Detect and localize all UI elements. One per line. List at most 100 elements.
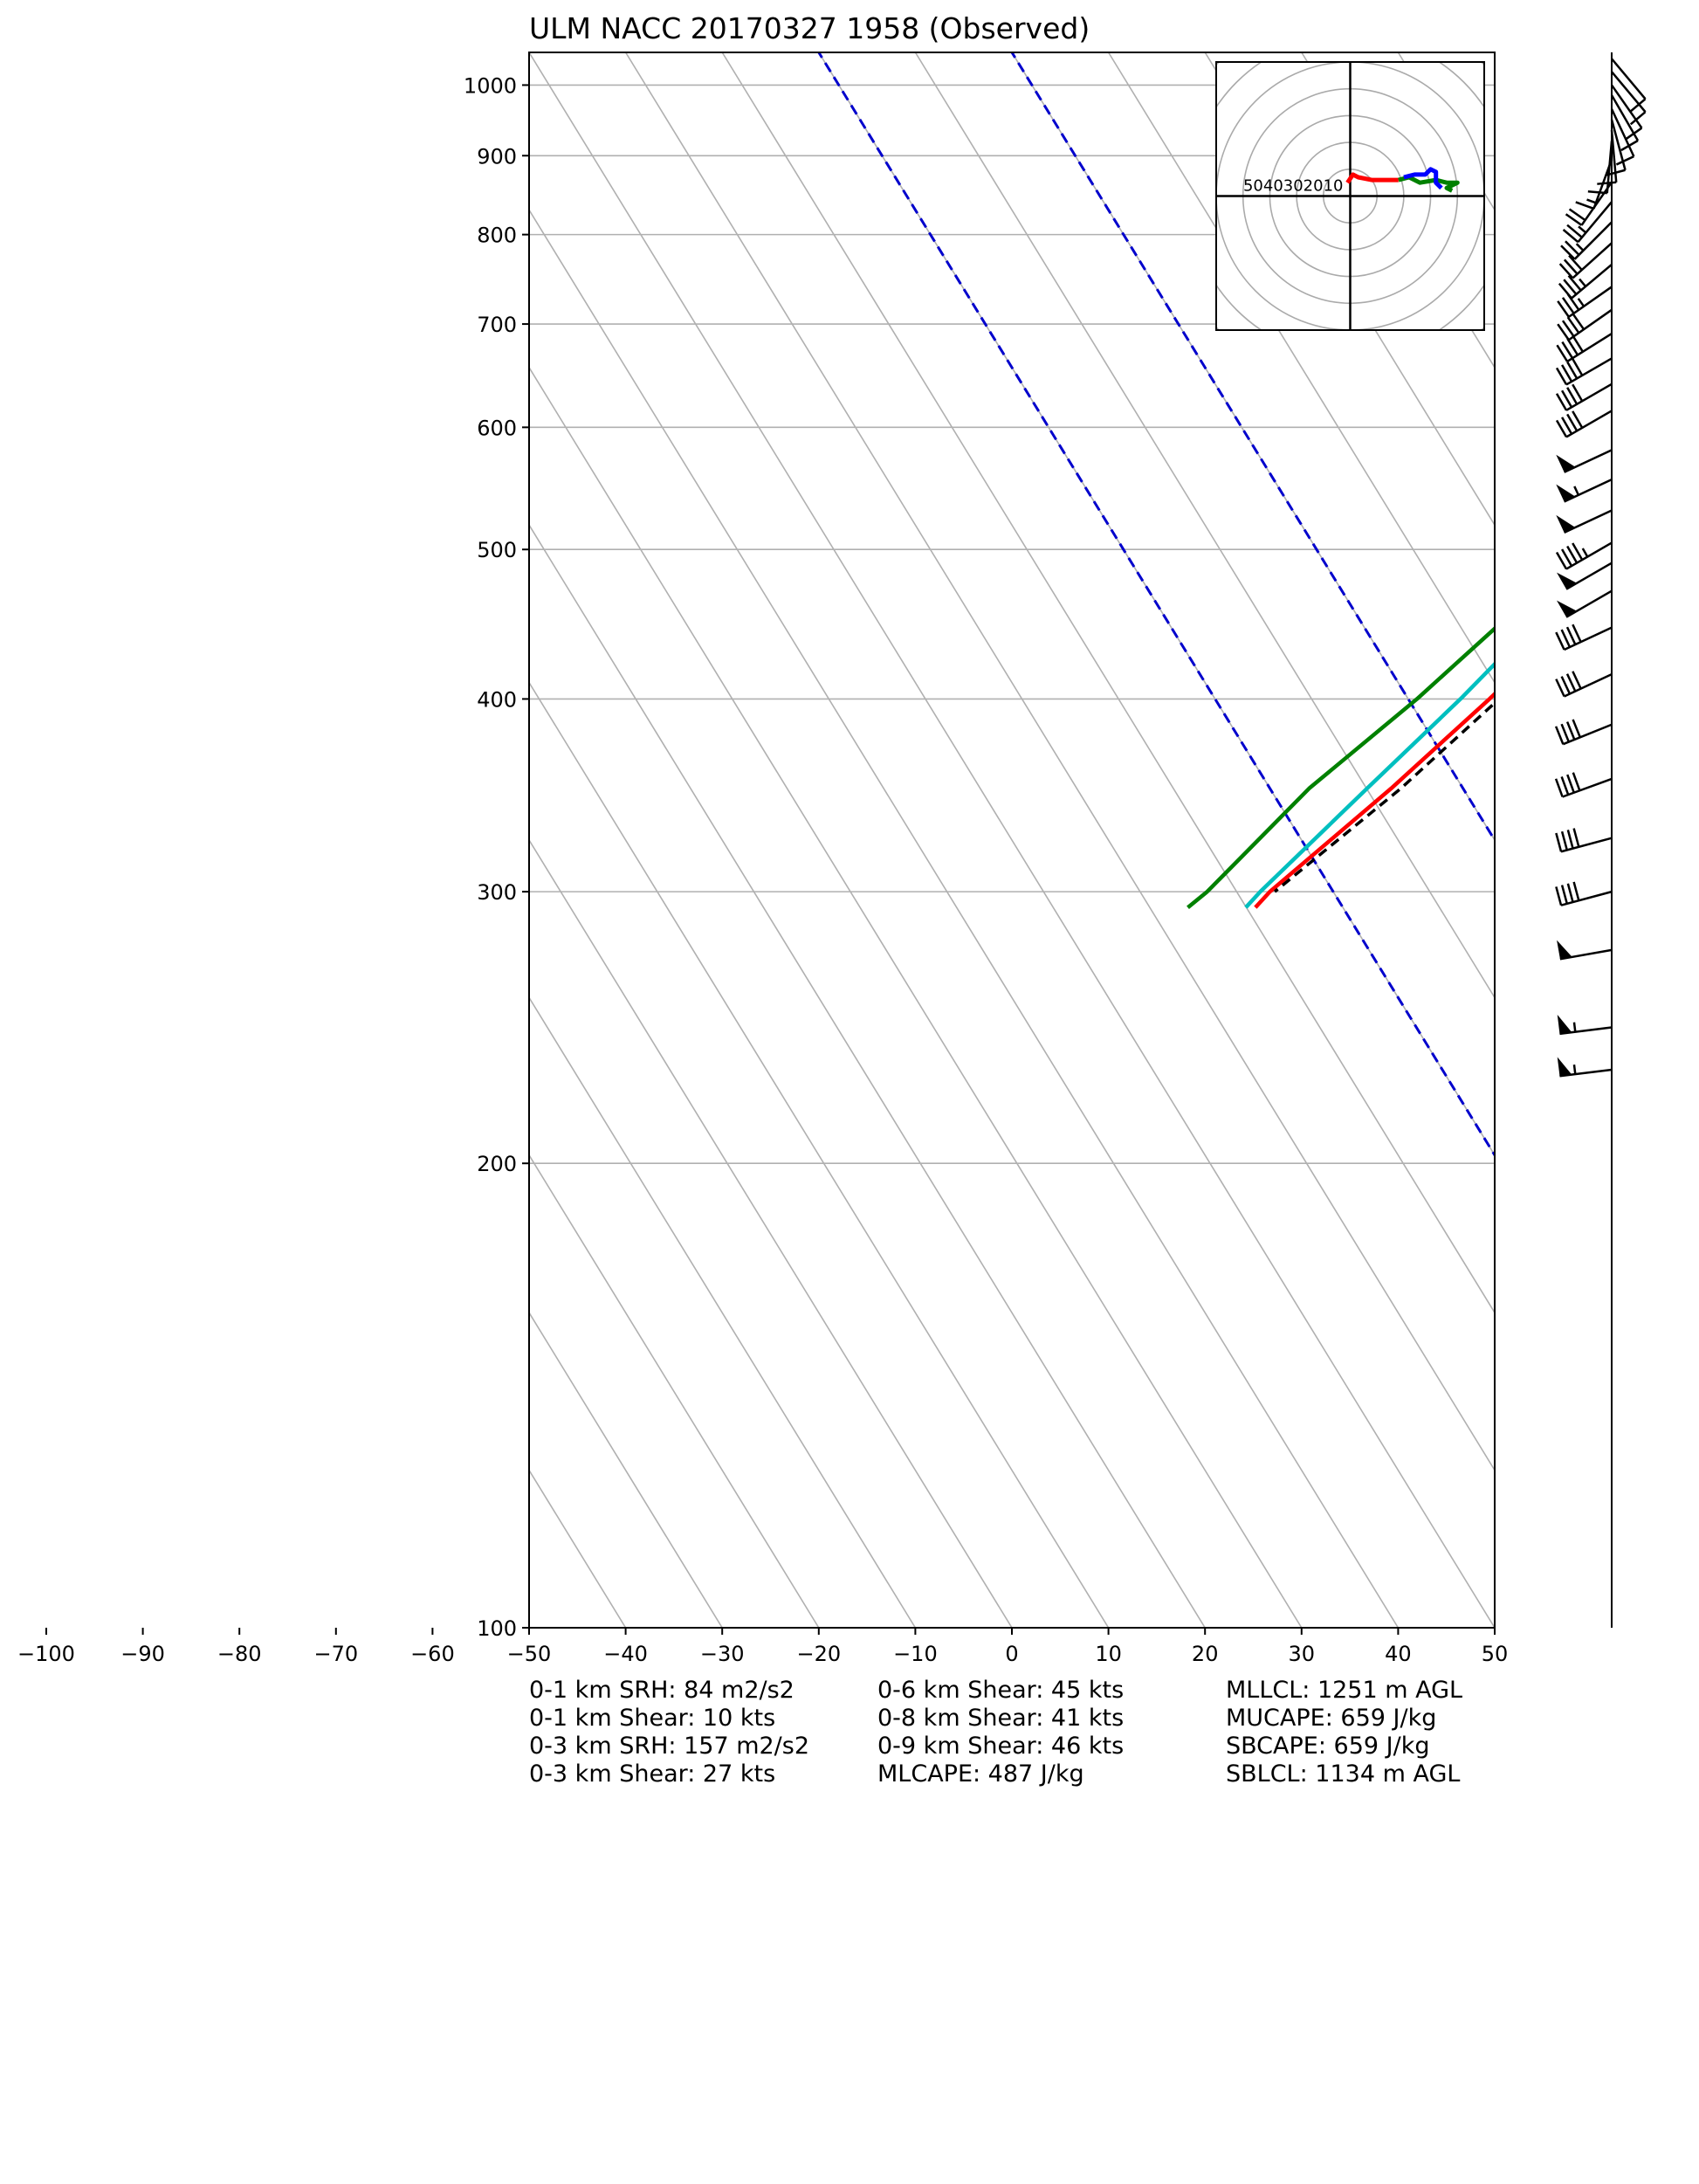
profile-line-1 [1244, 661, 1495, 909]
wind-barb [1558, 263, 1613, 300]
stats-column-3: MLLCL: 1251 m AGL MUCAPE: 659 J/kg SBCAP… [1226, 1677, 1462, 1788]
barb-half-flag [1572, 1064, 1577, 1075]
x-tick-label: 0 [1005, 1642, 1018, 1666]
barb-flag [1572, 313, 1586, 330]
barb-shaft [1611, 58, 1647, 100]
wind-barb [1555, 357, 1613, 386]
barb-half-flag [1575, 243, 1585, 251]
barb-half-flag [1578, 225, 1587, 234]
barb-half-flag [1579, 278, 1587, 287]
y-tick-label: 600 [477, 416, 517, 440]
x-tick-label: −60 [410, 1642, 455, 1666]
barb-shaft [1565, 357, 1613, 386]
barb-flag [1606, 169, 1626, 176]
barb-flag [1566, 316, 1580, 334]
barb-flag [1563, 279, 1578, 295]
barb-flag [1560, 245, 1576, 260]
barb-half-flag [1572, 1022, 1577, 1032]
barb-flag [1557, 323, 1570, 341]
wind-barb [1557, 1057, 1613, 1078]
isotherm-line [529, 52, 1495, 1628]
wind-barb [1555, 828, 1613, 853]
barb-shaft [1564, 673, 1613, 698]
barb-shaft [1610, 84, 1643, 129]
isotherm-line [0, 52, 432, 1628]
barb-flag [1555, 393, 1568, 411]
hodograph-inset: 5040302010 [1215, 61, 1485, 331]
stat-line: SBCAPE: 659 J/kg [1226, 1733, 1430, 1760]
isotherm-line [721, 52, 1495, 1314]
wind-barb [1556, 333, 1613, 362]
wind-barb [1557, 1014, 1613, 1036]
isotherm-line [529, 1469, 627, 1628]
stat-line: 0-1 km SRH: 84 m2/s2 [529, 1677, 794, 1704]
wind-barb [1557, 940, 1613, 961]
wind-barb [1556, 449, 1613, 473]
barb-flag [1572, 828, 1580, 848]
barb-flag [1560, 776, 1570, 796]
stat-line: SBLCL: 1134 m AGL [1226, 1760, 1461, 1788]
barb-shaft [1611, 71, 1647, 114]
isotherm-line [529, 1311, 723, 1628]
barb-flag [1555, 832, 1563, 852]
barb-flag [1558, 263, 1574, 279]
barb-flag [1556, 344, 1569, 362]
barb-shaft [1577, 201, 1613, 243]
barb-flag [1561, 341, 1574, 359]
barb-shaft [1568, 286, 1613, 318]
plot-inner [0, 52, 1495, 1628]
wind-barb [1554, 772, 1613, 798]
barb-shaft [1565, 541, 1613, 570]
barb-flag [1572, 383, 1584, 402]
barb-shaft [1565, 410, 1613, 438]
x-tick-label: −30 [700, 1642, 745, 1666]
barb-flag [1557, 300, 1570, 318]
barb-flag [1555, 419, 1568, 438]
wind-barb [1555, 382, 1613, 411]
barb-shaft [1572, 242, 1613, 279]
barb-flag [1561, 297, 1575, 314]
x-tick-label: 10 [1095, 1642, 1122, 1666]
stat-line: 0-3 km SRH: 157 m2/s2 [529, 1733, 810, 1760]
barb-flag [1625, 127, 1643, 141]
wind-barb [1556, 479, 1613, 503]
y-tick-label: 800 [477, 224, 517, 248]
barb-pennant [1557, 1057, 1572, 1077]
barb-flag [1575, 201, 1594, 210]
wind-barb [1555, 410, 1613, 438]
wind-barb [1555, 671, 1613, 698]
barb-shaft [1606, 141, 1613, 194]
barb-flag [1566, 830, 1574, 849]
wind-barb [1565, 181, 1613, 226]
wind-barb [1611, 71, 1647, 126]
barb-flag [1555, 886, 1563, 906]
barb-flag [1555, 367, 1568, 386]
x-tick-label: −70 [313, 1642, 358, 1666]
y-tick-label: 700 [477, 313, 517, 337]
barb-flag [1563, 258, 1579, 275]
barb-flag [1554, 778, 1564, 797]
barb-flag [1565, 213, 1583, 226]
barb-flag [1572, 671, 1582, 690]
y-tick-label: 400 [477, 687, 517, 712]
isotherm-line [914, 52, 1495, 999]
barb-shaft [1562, 723, 1613, 746]
barb-flag [1568, 208, 1586, 222]
y-tick-label: 1000 [464, 73, 517, 98]
barb-pennant [1556, 514, 1576, 533]
isotherm-line [624, 52, 1495, 1472]
barb-half-flag [1581, 548, 1589, 558]
barb-shaft [1573, 221, 1613, 260]
barb-flag [1561, 389, 1573, 408]
barb-shaft [1565, 382, 1613, 411]
x-tick-label: −100 [17, 1642, 75, 1666]
barb-flag [1558, 282, 1572, 300]
wind-barb [1557, 308, 1613, 341]
hodo-trace-2 [1403, 167, 1443, 190]
wind-barb [1611, 58, 1647, 113]
x-tick-label: −80 [217, 1642, 262, 1666]
barb-flag [1565, 721, 1576, 741]
barb-flag [1560, 676, 1572, 695]
barb-flag [1629, 98, 1647, 113]
